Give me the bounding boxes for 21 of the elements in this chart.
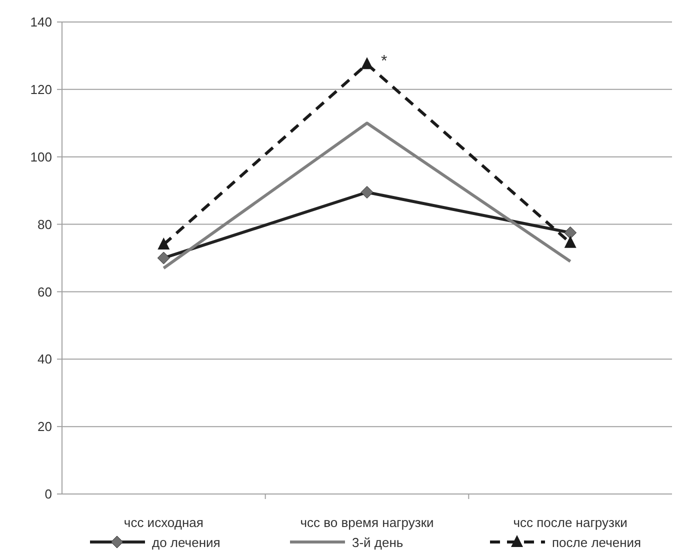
point [361,57,373,70]
y-tick-label: 60 [38,284,52,300]
point [564,236,576,248]
legend-label: 3-й день [352,535,404,550]
annotation: * [381,53,388,70]
y-tick-label: 120 [30,82,52,97]
x-tick-label: чсс после нагрузки [513,515,628,530]
point [360,186,374,199]
point [158,238,170,250]
point [157,252,170,264]
y-tick-label: 80 [38,216,52,232]
x-tick-label: чсс во время нагрузки [300,515,434,530]
legend-label: после лечения [552,535,642,550]
x-tick-label: чсс исходная [124,515,204,530]
y-tick-label: 100 [30,149,52,164]
y-tick-label: 140 [30,14,52,30]
y-tick-label: 40 [38,352,52,367]
legend-label: до лечения [152,535,220,550]
y-tick-label: 0 [44,486,52,502]
y-tick-label: 20 [38,419,52,434]
point [564,226,577,239]
